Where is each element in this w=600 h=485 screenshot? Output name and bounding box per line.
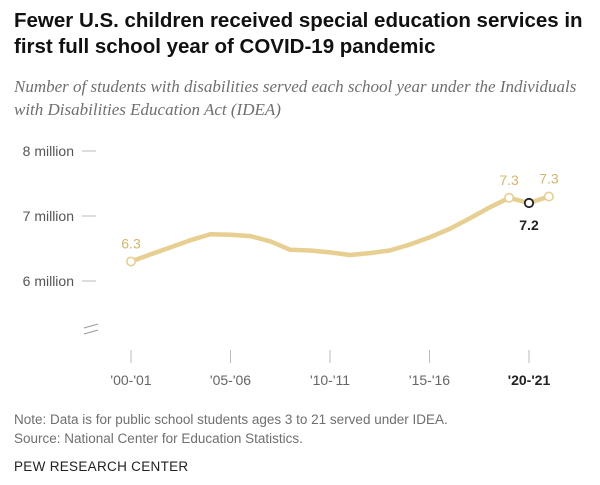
data-point-marker (523, 197, 535, 209)
data-label: 6.3 (121, 236, 141, 252)
y-tick-label: 7 million (23, 208, 74, 224)
x-tick-label: '20-'21 (508, 372, 551, 388)
data-point-marker (504, 192, 515, 203)
data-labels: 6.3 7.3 7.2 7.3 (121, 171, 559, 252)
y-axis: 8 million 7 million 6 million (23, 143, 99, 335)
data-label: 7.3 (499, 172, 519, 188)
data-label: 7.2 (519, 217, 539, 233)
chart-subtitle: Number of students with disabilities ser… (14, 77, 577, 119)
series-line (128, 194, 552, 264)
line-chart: 8 million 7 million 6 million '00-'01 '05… (23, 143, 559, 388)
data-label: 7.3 (539, 171, 559, 187)
x-tick-label: '10-'11 (310, 372, 350, 388)
y-tick-label: 8 million (23, 143, 74, 159)
x-tick-label: '15-'16 (409, 372, 450, 388)
x-tick-label: '05-'06 (210, 372, 251, 388)
axis-break-icon (83, 323, 99, 335)
brand-logo-text: PEW RESEARCH CENTER (14, 459, 189, 474)
source-text: Source: National Center for Education St… (14, 431, 303, 446)
data-point-marker (543, 191, 554, 202)
x-axis: '00-'01 '05-'06 '10-'11 '15-'16 '20-'21 (110, 350, 550, 388)
chart-title: Fewer U.S. children received special edu… (14, 9, 583, 58)
y-tick-label: 6 million (23, 273, 74, 289)
footnotes: Note: Data is for public school students… (14, 410, 448, 448)
note-text: Note: Data is for public school students… (14, 412, 448, 427)
x-tick-label: '00-'01 (110, 372, 151, 388)
data-point-marker (126, 256, 137, 267)
data-markers (126, 191, 554, 267)
